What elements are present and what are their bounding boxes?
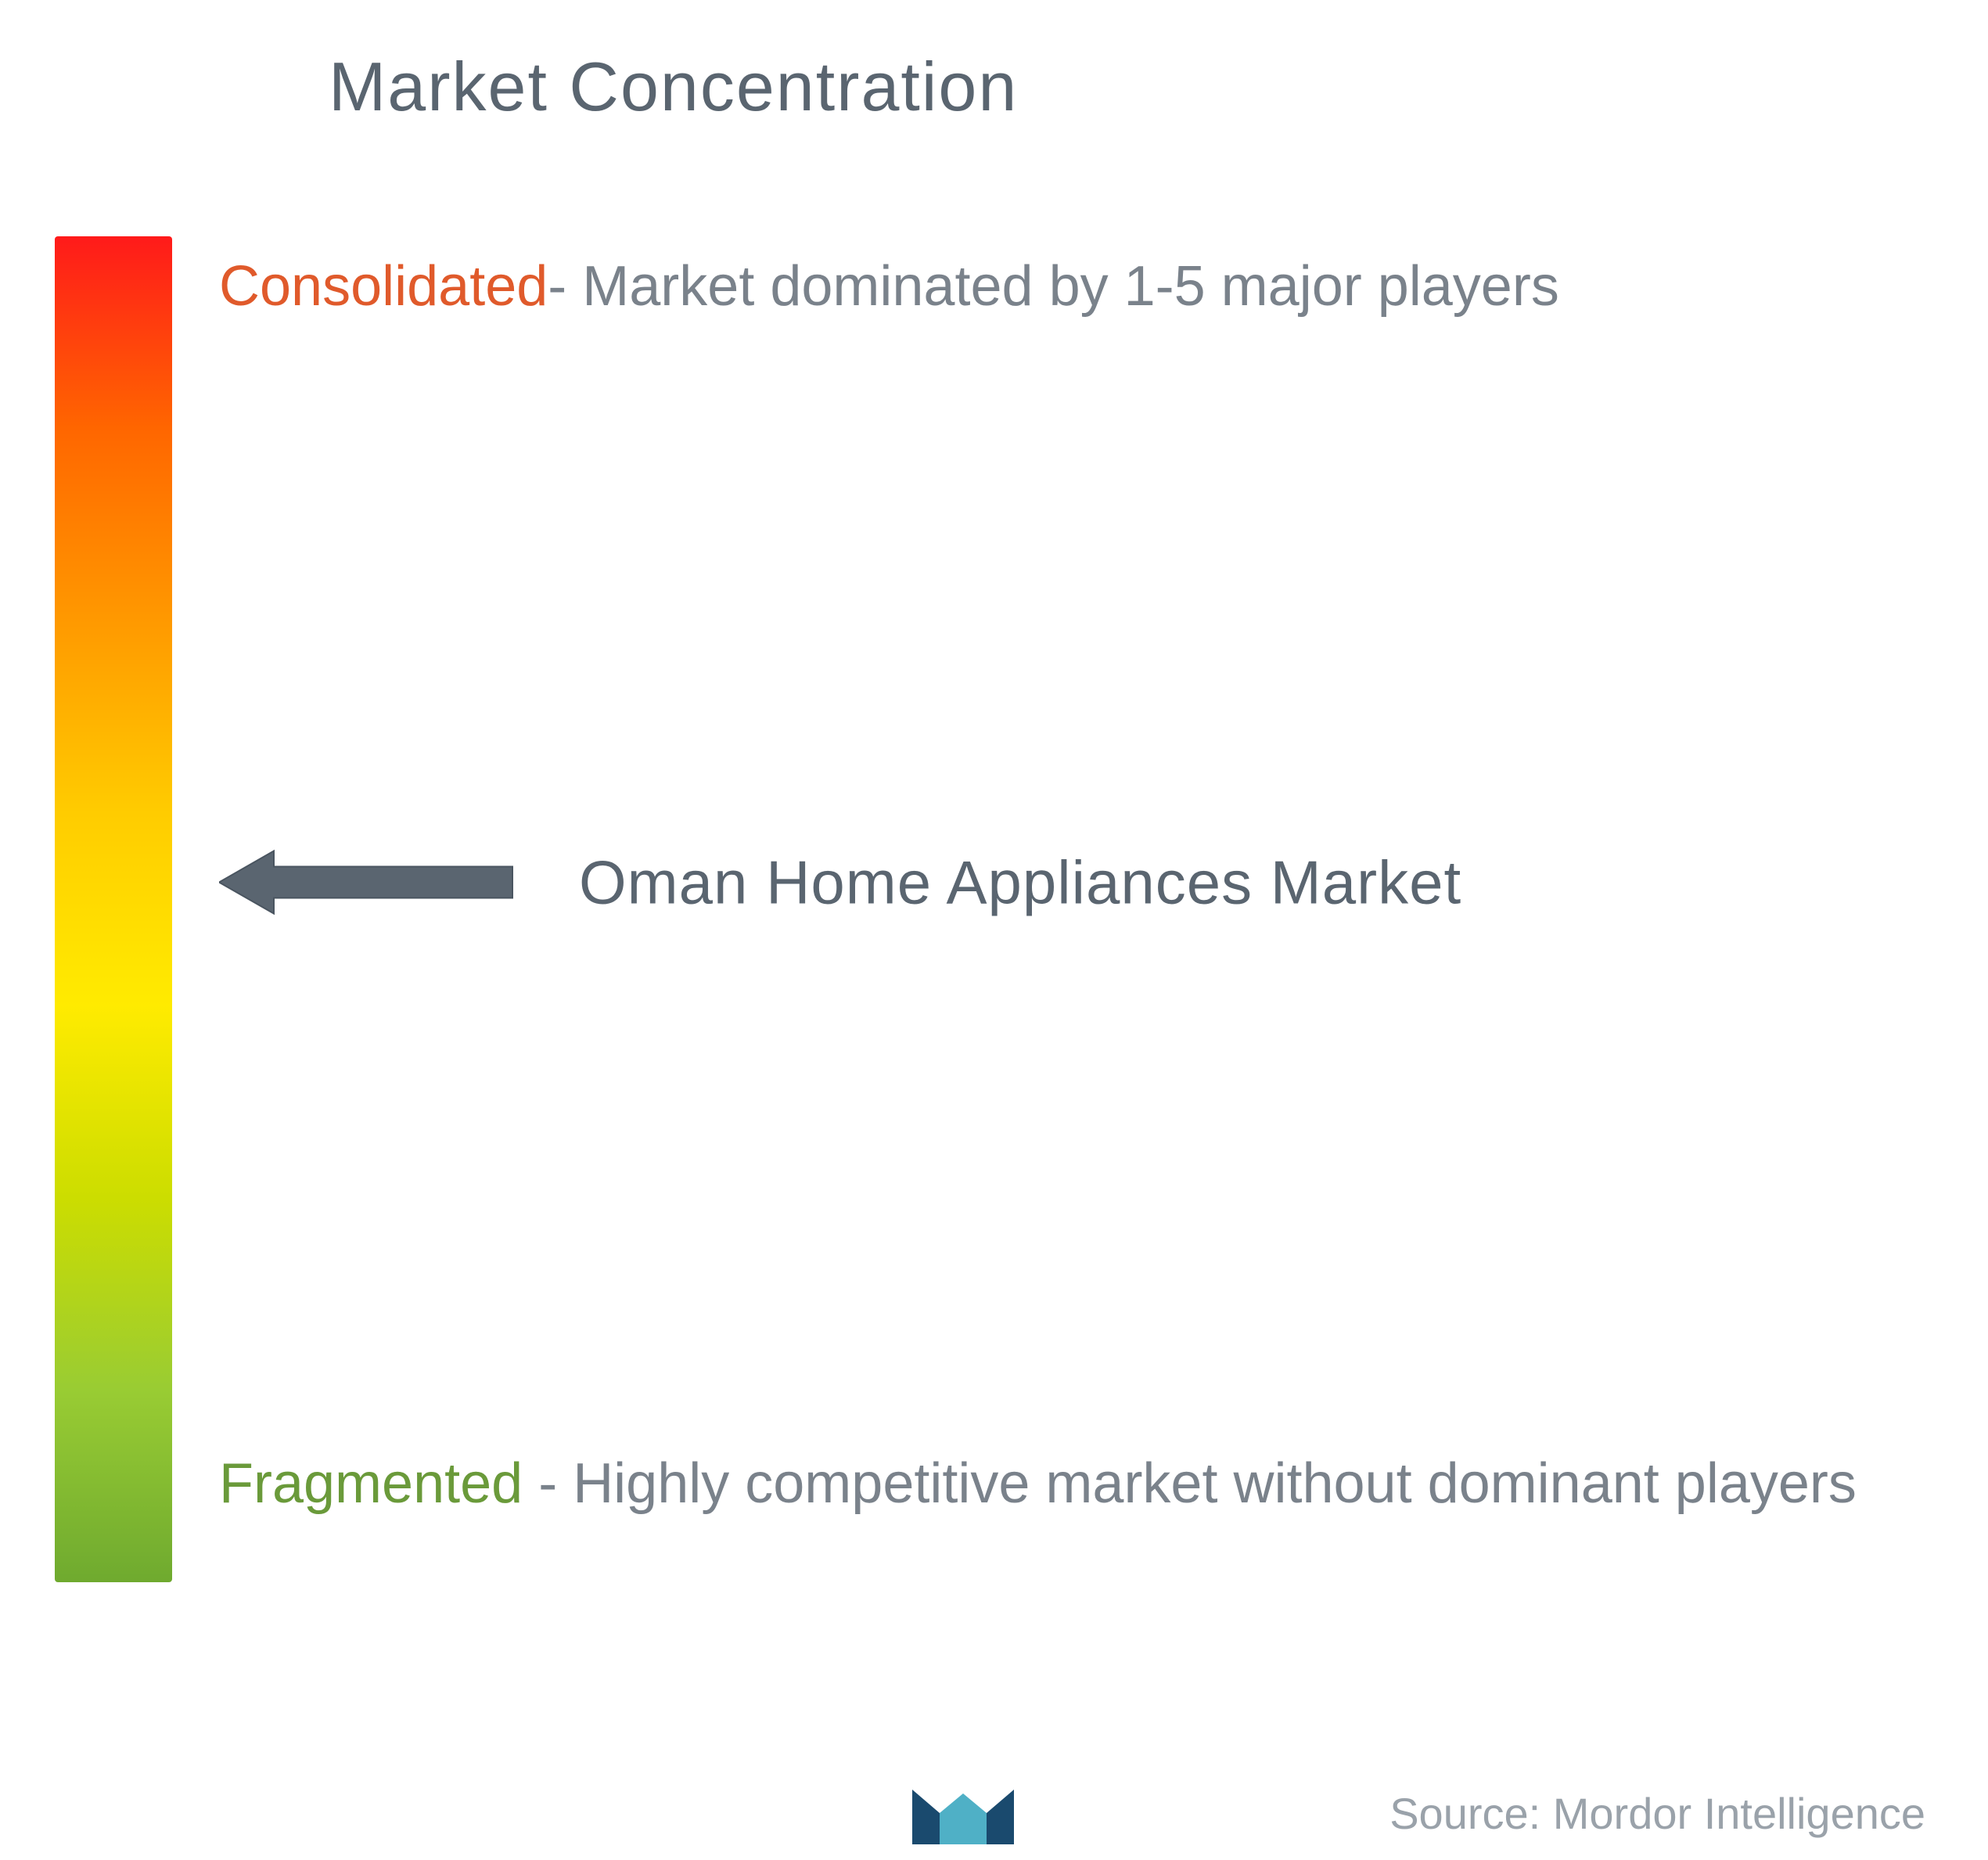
market-name-label: Oman Home Appliances Market	[579, 847, 1461, 918]
fragmented-description: - Highly competitive market without domi…	[523, 1452, 1857, 1515]
fragmented-label: Fragmented - Highly competitive market w…	[219, 1434, 1878, 1535]
consolidated-highlight: Consolidated	[219, 255, 548, 318]
consolidated-description: - Market dominated by 1-5 major players	[548, 255, 1559, 318]
market-position-indicator: Oman Home Appliances Market	[219, 847, 1461, 918]
consolidated-label: Consolidated- Market dominated by 1-5 ma…	[219, 236, 1878, 338]
mordor-logo-icon	[904, 1774, 1022, 1852]
source-attribution: Source: Mordor Intelligence	[1389, 1788, 1925, 1839]
fragmented-highlight: Fragmented	[219, 1452, 523, 1515]
concentration-gradient-bar	[55, 236, 172, 1582]
arrow-left-icon	[219, 847, 516, 918]
labels-area: Consolidated- Market dominated by 1-5 ma…	[172, 236, 1957, 1582]
content-area: Consolidated- Market dominated by 1-5 ma…	[55, 236, 1957, 1582]
chart-title: Market Concentration	[329, 47, 1957, 127]
